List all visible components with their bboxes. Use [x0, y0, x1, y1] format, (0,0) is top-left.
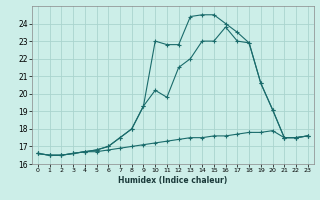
X-axis label: Humidex (Indice chaleur): Humidex (Indice chaleur): [118, 176, 228, 185]
